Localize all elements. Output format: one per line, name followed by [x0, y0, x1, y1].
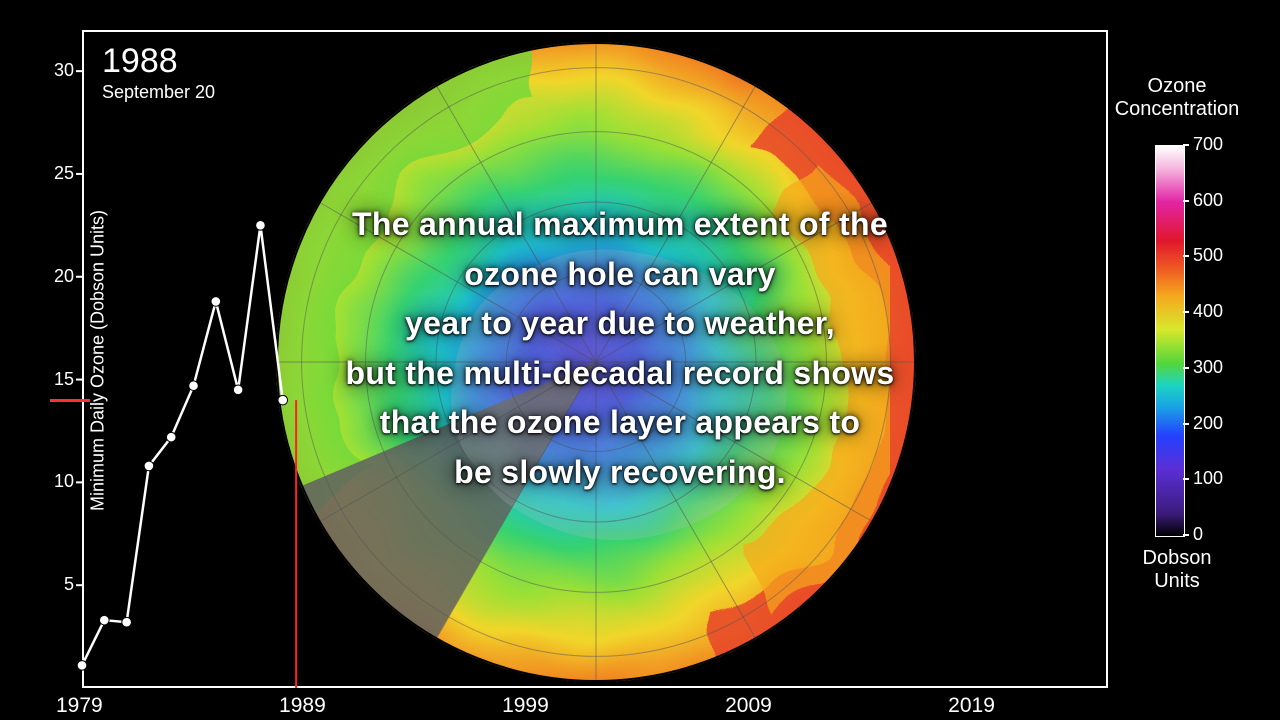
colorbar-tick: 0 — [1193, 524, 1239, 545]
x-tick-label: 1989 — [279, 694, 326, 718]
colorbar-tick: 200 — [1193, 413, 1239, 434]
y-tick-label: 10 — [44, 471, 74, 492]
x-tick-label: 1979 — [56, 694, 103, 718]
x-tick-label: 2019 — [948, 694, 995, 718]
x-tick-label: 1999 — [502, 694, 549, 718]
colorbar-tick: 300 — [1193, 357, 1239, 378]
stage: 1988 September 20 Minimum Daily Ozone (D… — [0, 0, 1280, 720]
colorbar-footer: DobsonUnits — [1117, 547, 1237, 593]
y-tick-label: 25 — [44, 163, 74, 184]
y-tick-label: 15 — [44, 369, 74, 390]
colorbar-tick: 600 — [1193, 190, 1239, 211]
y-tick-label: 5 — [44, 574, 74, 595]
y-tick-label: 20 — [44, 266, 74, 287]
colorbar-tick: 700 — [1193, 134, 1239, 155]
caption-text: The annual maximum extent of theozone ho… — [230, 200, 1010, 498]
x-tick-label: 2009 — [725, 694, 772, 718]
colorbar-tick: 400 — [1193, 301, 1239, 322]
colorbar-tick: 100 — [1193, 468, 1239, 489]
colorbar — [1155, 145, 1185, 537]
colorbar-tick: 500 — [1193, 245, 1239, 266]
colorbar-title: OzoneConcentration — [1107, 75, 1247, 121]
y-tick-label: 30 — [44, 60, 74, 81]
